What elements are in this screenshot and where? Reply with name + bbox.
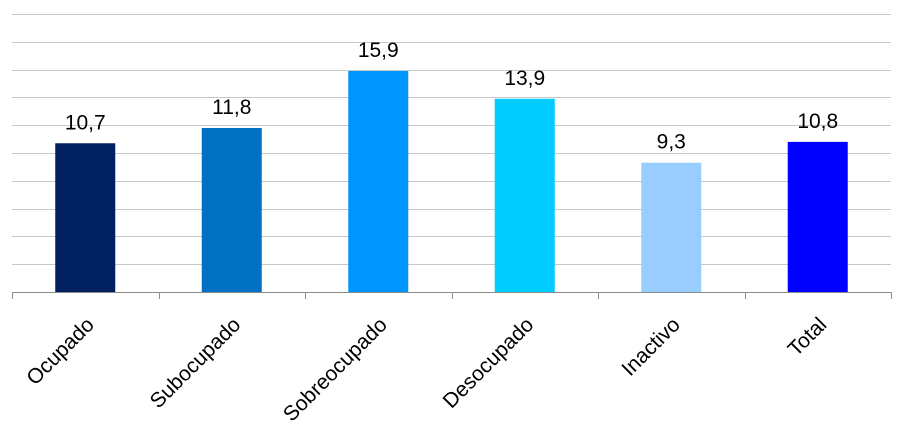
data-label: 10,7 xyxy=(65,111,106,134)
data-label: 9,3 xyxy=(657,131,686,154)
data-label: 10,8 xyxy=(797,110,838,133)
x-tick-label: Total xyxy=(784,313,832,361)
bar-inactivo xyxy=(641,162,702,292)
bars xyxy=(55,70,848,293)
x-tick-label: Sobreocupado xyxy=(279,313,392,426)
x-tick-labels: Ocupado Subocupado Sobreocupado Desocupado I… xyxy=(22,313,831,426)
data-label: 13,9 xyxy=(504,67,545,90)
x-tick-label: Subocupado xyxy=(146,313,246,413)
data-label: 11,8 xyxy=(212,96,251,119)
x-tick-label: Inactivo xyxy=(617,313,684,380)
bar-desocupado xyxy=(494,98,555,292)
data-label: 15,9 xyxy=(358,39,399,62)
data-labels: 10,7 11,8 15,9 13,9 9,3 10,8 xyxy=(65,39,838,154)
bar-total xyxy=(787,141,848,292)
x-axis xyxy=(12,292,892,299)
bar-ocupado xyxy=(55,143,116,292)
gridlines xyxy=(12,14,891,265)
bar-sobreocupado xyxy=(348,70,409,293)
x-tick-label: Desocupado xyxy=(439,313,539,413)
x-tick-label: Ocupado xyxy=(22,313,99,390)
bar-subocupado xyxy=(201,127,262,292)
